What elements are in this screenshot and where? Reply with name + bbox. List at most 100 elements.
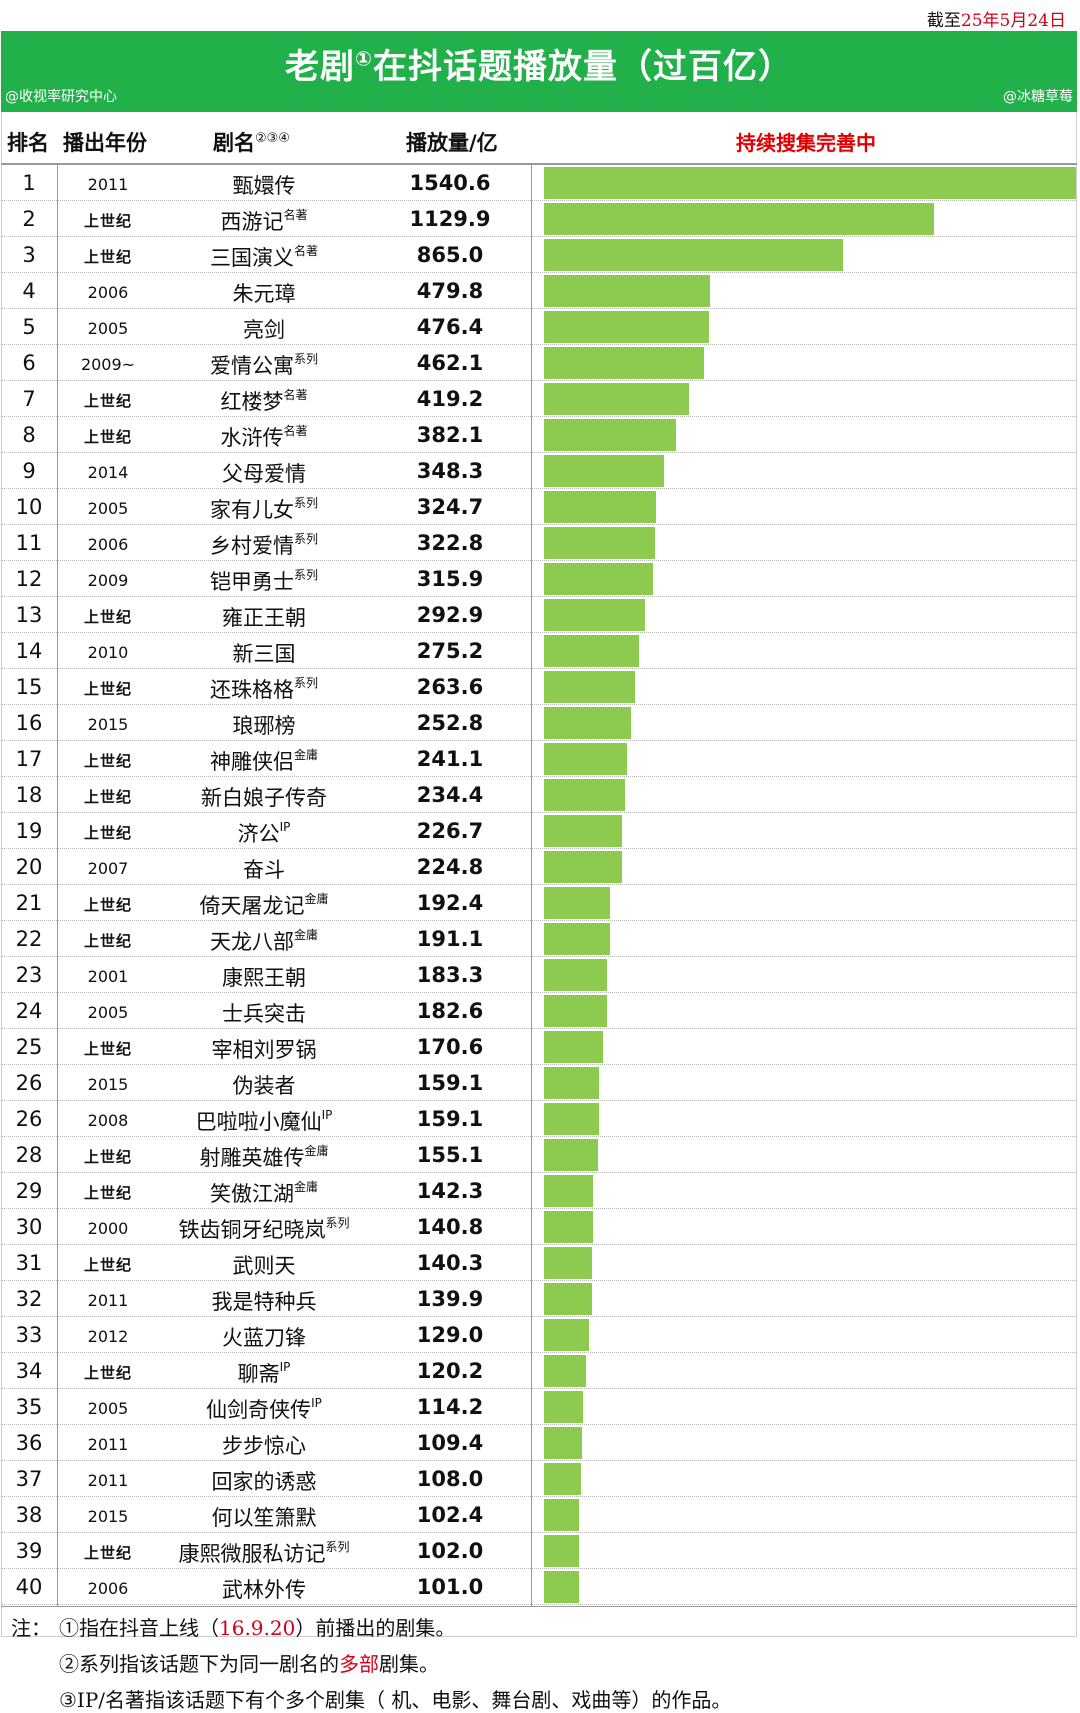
notes: 注： ①指在抖音上线（16.9.20）前播出的剧集。 ②系列指该话题下为同一剧名… bbox=[1, 1606, 1077, 1713]
drama-name-text: 巴啦啦小魔仙 bbox=[195, 1110, 322, 1134]
value-label: 479.8 bbox=[416, 279, 484, 303]
drama-name-text: 亮剑 bbox=[243, 318, 285, 342]
drama-name-text: 还珠格格 bbox=[209, 678, 294, 702]
year-label: 2012 bbox=[87, 1327, 129, 1346]
drama-name-text: 康熙微服私访记 bbox=[178, 1542, 326, 1566]
table-row: 3 上世纪 三国演义名著 865.0 bbox=[1, 237, 1077, 273]
bar bbox=[544, 383, 689, 415]
value-label: 142.3 bbox=[416, 1179, 484, 1203]
drama-name-label: 仙剑奇侠传IP bbox=[159, 1394, 369, 1424]
drama-name-label: 康熙王朝 bbox=[159, 962, 369, 992]
notes-divider bbox=[1, 1606, 1077, 1607]
rank-label: 8 bbox=[22, 423, 36, 447]
table-row: 17 上世纪 神雕侠侣金庸 241.1 bbox=[1, 741, 1077, 777]
value-label: 109.4 bbox=[416, 1431, 484, 1455]
drama-name-label: 乡村爱情系列 bbox=[159, 530, 369, 560]
rank-label: 14 bbox=[15, 639, 43, 663]
table-row: 15 上世纪 还珠格格系列 263.6 bbox=[1, 669, 1077, 705]
bar bbox=[544, 923, 610, 955]
value-label: 129.0 bbox=[416, 1323, 484, 1347]
table-row: 14 2010 新三国 275.2 bbox=[1, 633, 1077, 669]
rank-label: 2 bbox=[22, 207, 36, 231]
table-row: 39 上世纪 康熙微服私访记系列 102.0 bbox=[1, 1533, 1077, 1569]
drama-tag: 金庸 bbox=[293, 1180, 318, 1194]
rank-label: 37 bbox=[15, 1467, 43, 1491]
year-label: 2011 bbox=[87, 175, 129, 194]
bar bbox=[544, 1427, 582, 1459]
year-label: 上世纪 bbox=[83, 608, 132, 626]
rank-label: 26 bbox=[15, 1071, 43, 1095]
table-row: 12 2009 铠甲勇士系列 315.9 bbox=[1, 561, 1077, 597]
table-row: 20 2007 奋斗 224.8 bbox=[1, 849, 1077, 885]
year-label: 上世纪 bbox=[83, 248, 132, 266]
table-row: 28 上世纪 射雕英雄传金庸 155.1 bbox=[1, 1137, 1077, 1173]
rank-label: 38 bbox=[15, 1503, 43, 1527]
drama-name-label: 红楼梦名著 bbox=[159, 386, 369, 416]
drama-name-label: 雍正王朝 bbox=[159, 602, 369, 632]
drama-name-text: 康熙王朝 bbox=[222, 966, 306, 990]
bar bbox=[544, 527, 655, 559]
value-label: 324.7 bbox=[416, 495, 484, 519]
drama-tag: 系列 bbox=[293, 496, 318, 510]
drama-tag: 名著 bbox=[283, 208, 308, 222]
rank-label: 7 bbox=[22, 387, 36, 411]
bar bbox=[544, 1283, 592, 1315]
table-row: 40 2006 武林外传 101.0 bbox=[1, 1569, 1077, 1605]
value-label: 252.8 bbox=[416, 711, 484, 735]
rank-label: 1 bbox=[22, 171, 36, 195]
table-row: 10 2005 家有儿女系列 324.7 bbox=[1, 489, 1077, 525]
header-note: 持续搜集完善中 bbox=[736, 131, 876, 155]
chart-rows: 1 2011 甄嬛传 1540.6 2 上世纪 西游记名著 1129.9 3 上世纪 三国演义名著 8… bbox=[1, 165, 1077, 1605]
rank-label: 20 bbox=[15, 855, 43, 879]
drama-name-label: 我是特种兵 bbox=[159, 1286, 369, 1316]
drama-name-label: 三国演义名著 bbox=[159, 242, 369, 272]
drama-name-text: 家有儿女 bbox=[209, 498, 294, 522]
bar bbox=[544, 1067, 599, 1099]
rank-label: 34 bbox=[15, 1359, 43, 1383]
drama-tag: 名著 bbox=[283, 424, 308, 438]
rank-label: 16 bbox=[15, 711, 43, 735]
rank-label: 36 bbox=[15, 1431, 43, 1455]
note-1-text: ①指在抖音上线（ bbox=[59, 1616, 219, 1640]
drama-name-label: 武林外传 bbox=[159, 1574, 369, 1604]
bar bbox=[544, 455, 664, 487]
bar bbox=[544, 311, 709, 343]
drama-name-text: 奋斗 bbox=[243, 858, 285, 882]
drama-tag: 金庸 bbox=[304, 1144, 329, 1158]
drama-tag: 系列 bbox=[325, 1216, 350, 1230]
drama-tag: 系列 bbox=[293, 676, 318, 690]
value-label: 865.0 bbox=[416, 243, 484, 267]
note-2-tail: 剧集。 bbox=[379, 1652, 439, 1676]
bar bbox=[544, 1571, 579, 1603]
drama-name-text: 新三国 bbox=[232, 642, 296, 666]
drama-name-text: 红楼梦 bbox=[220, 390, 284, 414]
value-label: 191.1 bbox=[416, 927, 484, 951]
drama-name-label: 铠甲勇士系列 bbox=[159, 566, 369, 596]
column-divider bbox=[57, 165, 58, 1606]
rank-label: 39 bbox=[15, 1539, 43, 1563]
table-row: 26 2008 巴啦啦小魔仙IP 159.1 bbox=[1, 1101, 1077, 1137]
value-label: 1540.6 bbox=[409, 171, 491, 195]
bar bbox=[544, 347, 704, 379]
bar bbox=[544, 1247, 592, 1279]
drama-name-label: 爱情公寓系列 bbox=[159, 350, 369, 380]
year-label: 2001 bbox=[87, 967, 129, 986]
bar bbox=[544, 707, 631, 739]
bar bbox=[544, 275, 710, 307]
title-sup: ① bbox=[355, 46, 373, 71]
value-label: 462.1 bbox=[416, 351, 484, 375]
value-label: 1129.9 bbox=[409, 207, 491, 231]
year-label: 2007 bbox=[87, 859, 129, 878]
year-label: 上世纪 bbox=[83, 752, 132, 770]
year-label: 上世纪 bbox=[83, 1256, 132, 1274]
drama-name-label: 射雕英雄传金庸 bbox=[159, 1142, 369, 1172]
drama-tag: IP bbox=[279, 1360, 291, 1374]
rank-label: 6 bbox=[22, 351, 36, 375]
year-label: 上世纪 bbox=[83, 896, 132, 914]
table-row: 33 2012 火蓝刀锋 129.0 bbox=[1, 1317, 1077, 1353]
drama-tag: 系列 bbox=[325, 1540, 350, 1554]
drama-name-text: 三国演义 bbox=[209, 246, 294, 270]
drama-name-text: 新白娘子传奇 bbox=[201, 786, 327, 810]
drama-name-label: 天龙八部金庸 bbox=[159, 926, 369, 956]
note-1-tail: ）前播出的剧集。 bbox=[295, 1616, 456, 1640]
